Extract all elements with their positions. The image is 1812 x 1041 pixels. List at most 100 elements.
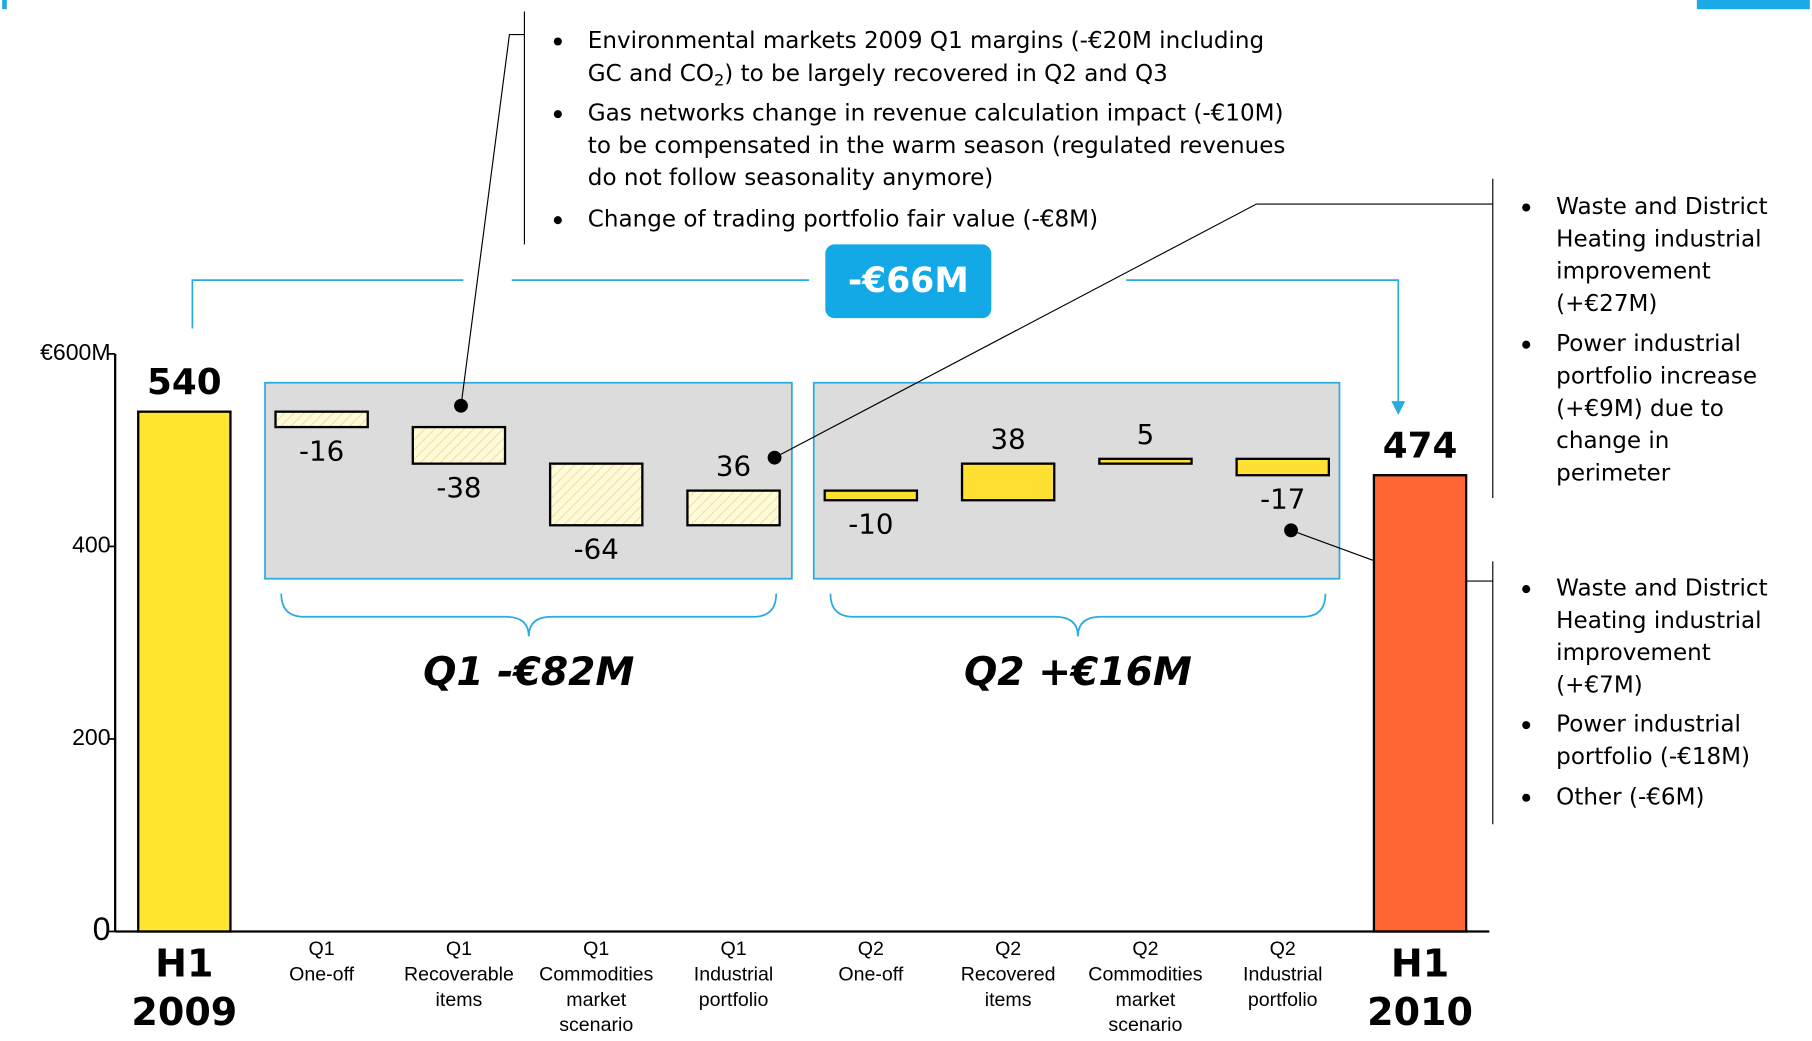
bar <box>548 462 644 527</box>
leader-dot <box>1284 523 1298 538</box>
y-tick-label: 200 <box>72 724 110 750</box>
note-text: improvement <box>1556 640 1711 666</box>
note-text: (+€27M) <box>1556 291 1657 317</box>
note-text: Waste and District <box>1556 576 1767 602</box>
bar <box>823 489 919 502</box>
category-label: portfolio <box>1248 989 1318 1011</box>
note-text: Power industrial <box>1556 331 1741 357</box>
category-label: Q2 <box>1132 938 1158 960</box>
group-box <box>812 381 1341 580</box>
note-text: change in <box>1556 428 1669 454</box>
category-label: portfolio <box>699 989 769 1011</box>
note-text: Heating industrial <box>1556 226 1761 252</box>
value-label: -16 <box>299 434 344 467</box>
category-label: scenario <box>1108 1014 1182 1036</box>
bar <box>1372 474 1468 933</box>
group-label: Q2 +€16M <box>964 650 1192 695</box>
note-text: (+€7M) <box>1556 672 1643 698</box>
bullet <box>1522 793 1531 802</box>
bar <box>137 410 232 933</box>
category-label: H1 <box>1391 942 1449 986</box>
note-subscript: 2 <box>714 70 724 89</box>
category-label: Q2 <box>995 938 1021 960</box>
note-text: Change of trading portfolio fair value (… <box>588 207 1098 233</box>
category-label: Q1 <box>446 938 472 960</box>
bar <box>411 425 507 465</box>
bullet <box>553 110 562 119</box>
note-text: portfolio (-€18M) <box>1556 744 1750 770</box>
leader-dot <box>767 450 782 465</box>
value-label: 5 <box>1137 418 1155 451</box>
leader-lines <box>460 11 1494 825</box>
bar <box>1235 457 1331 477</box>
bullet <box>553 216 562 225</box>
value-label: 540 <box>147 362 222 403</box>
category-label: scenario <box>559 1014 633 1036</box>
category-label: Recovered <box>961 963 1056 985</box>
category-label: items <box>985 989 1032 1011</box>
bar <box>960 462 1056 502</box>
category-label: Recoverable <box>404 963 514 985</box>
corner-mark <box>2 0 7 10</box>
arrow-head <box>1391 401 1406 416</box>
value-label: -10 <box>848 508 893 541</box>
bullet <box>1522 340 1531 349</box>
category-label: Industrial <box>694 963 773 985</box>
category-label: items <box>436 989 483 1011</box>
note-text: Gas networks change in revenue calculati… <box>588 101 1284 127</box>
bar <box>686 489 781 527</box>
note-text: Other (-€6M) <box>1556 784 1704 810</box>
note-text: Waste and District <box>1556 194 1767 220</box>
note-text: GC and CO <box>588 60 714 86</box>
corner-mark <box>1696 0 1810 10</box>
category-label: Q1 <box>720 938 746 960</box>
category-label: market <box>566 989 626 1011</box>
bar <box>274 410 369 429</box>
note-text: portfolio increase <box>1556 363 1757 389</box>
y-tick-label: €600M <box>40 339 110 365</box>
category-label: Q1 <box>583 938 609 960</box>
bullet <box>1522 585 1531 594</box>
value-label: -64 <box>574 533 619 566</box>
note-text: perimeter <box>1556 460 1671 486</box>
category-label: Q1 <box>309 938 335 960</box>
category-label: One-off <box>289 963 354 985</box>
bar <box>1098 457 1193 465</box>
bullet <box>1522 721 1531 730</box>
value-label: -38 <box>436 471 481 504</box>
category-label: Industrial <box>1243 963 1322 985</box>
value-label: 36 <box>716 450 751 483</box>
change-badge <box>825 244 992 319</box>
change-bracket <box>191 279 1400 404</box>
y-tick-label: 400 <box>72 532 110 558</box>
note-text: GC and CO2) to be largely recovered in Q… <box>588 60 1168 89</box>
group-label: Q1 -€82M <box>423 650 634 695</box>
category-label: Commodities <box>1088 963 1202 985</box>
category-label: H1 <box>155 942 213 986</box>
value-label: 474 <box>1383 426 1458 467</box>
note-text: Power industrial <box>1556 712 1741 738</box>
note-text: to be compensated in the warm season (re… <box>588 133 1286 159</box>
note-text: Environmental markets 2009 Q1 margins (-… <box>588 28 1264 54</box>
y-tick-label: 0 <box>93 911 111 947</box>
group-brace <box>280 593 778 637</box>
note-text: ) to be largely recovered in Q2 and Q3 <box>724 60 1167 86</box>
bullet <box>1522 203 1531 212</box>
category-label: Commodities <box>539 963 653 985</box>
value-label: 38 <box>991 423 1026 456</box>
category-label: 2010 <box>1367 990 1473 1034</box>
category-label: 2009 <box>131 990 237 1034</box>
leader-dot <box>454 398 468 413</box>
bullet <box>553 37 562 46</box>
category-label: Q2 <box>1270 938 1296 960</box>
value-label: -17 <box>1260 483 1305 516</box>
category-label: One-off <box>838 963 903 985</box>
category-label: Q2 <box>858 938 884 960</box>
note-text: do not follow seasonality anymore) <box>588 165 993 191</box>
note-text: (+€9M) due to <box>1556 396 1724 422</box>
category-label: market <box>1116 989 1176 1011</box>
note-text: Heating industrial <box>1556 608 1761 634</box>
group-brace <box>829 593 1327 637</box>
